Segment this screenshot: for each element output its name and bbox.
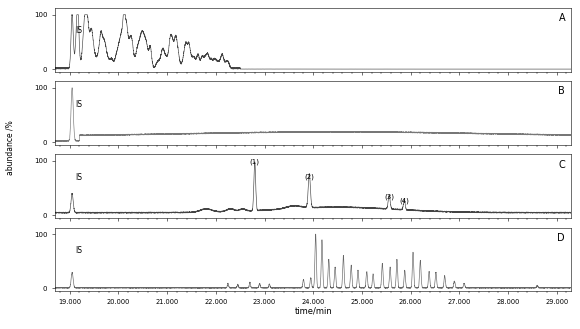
- Text: A: A: [559, 13, 565, 23]
- Text: IS: IS: [75, 173, 82, 182]
- Text: IS: IS: [75, 246, 82, 255]
- Text: abundance /%: abundance /%: [6, 121, 15, 175]
- Text: IS: IS: [75, 26, 82, 36]
- Text: D: D: [557, 233, 565, 243]
- Text: B: B: [559, 87, 565, 96]
- Text: (1): (1): [250, 158, 260, 165]
- Text: (3): (3): [384, 193, 394, 200]
- X-axis label: time/min: time/min: [294, 307, 332, 316]
- Text: IS: IS: [75, 99, 82, 109]
- Text: (4): (4): [399, 197, 409, 204]
- Text: (2): (2): [304, 173, 314, 180]
- Text: C: C: [559, 160, 565, 169]
